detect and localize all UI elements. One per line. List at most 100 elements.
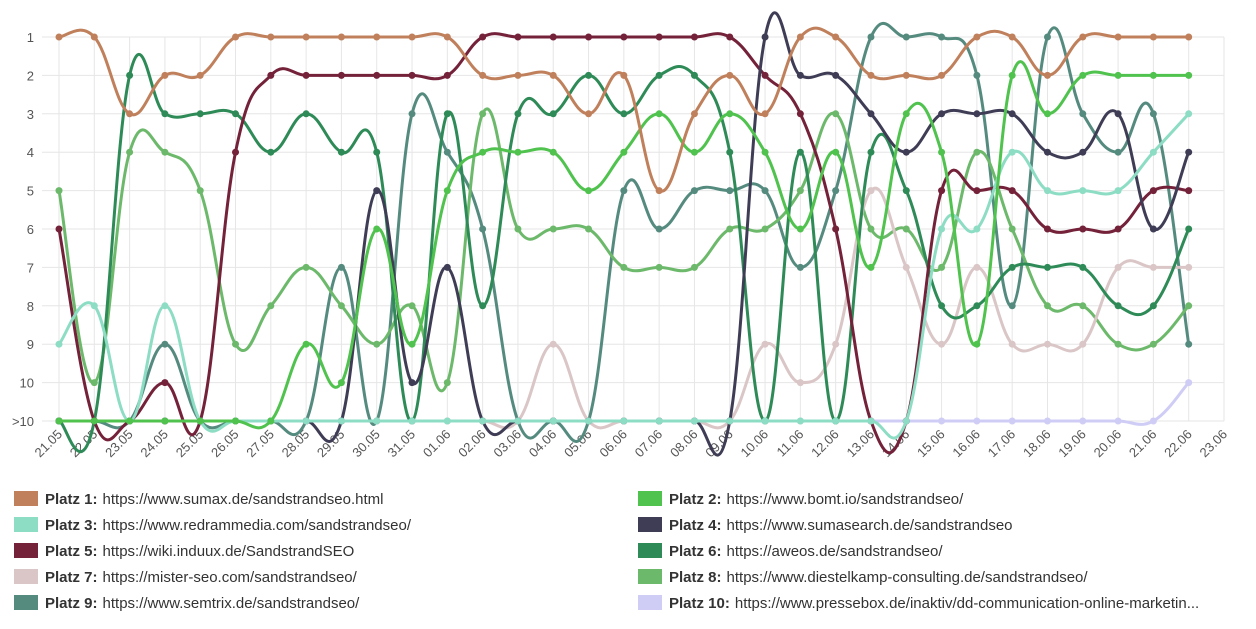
data-point [373,148,381,156]
data-point [196,417,204,425]
legend-name: Platz 7: [45,569,98,586]
data-point [514,225,522,233]
legend-url: https://www.bomt.io/sandstrandseo/ [727,491,965,508]
legend-name: Platz 6: [669,543,722,560]
x-tick-label: 01.06 [420,427,454,461]
data-point [832,110,840,118]
x-tick-label: 21.05 [32,427,66,461]
data-point [1079,71,1087,79]
data-point [1185,110,1193,118]
data-point [620,148,628,156]
data-point [973,110,981,118]
data-point [1149,148,1157,156]
y-tick-label: 3 [27,107,34,122]
data-point [1114,71,1122,79]
data-point [337,417,345,425]
data-point [938,187,946,195]
data-point [902,110,910,118]
legend-swatch [14,569,38,584]
data-point [196,71,204,79]
data-point [443,417,451,425]
data-point [761,187,769,195]
data-point [796,110,804,118]
y-tick-label: 1 [27,30,34,45]
data-point [796,263,804,271]
data-point [585,71,593,79]
y-tick-label: 8 [27,299,34,314]
data-point [55,33,63,41]
data-point [1149,110,1157,118]
data-point [1079,33,1087,41]
data-point [161,302,169,310]
data-point [443,148,451,156]
data-point [1114,417,1122,425]
data-point [867,148,875,156]
data-point [479,417,487,425]
y-tick-label: 10 [20,376,34,391]
data-point [373,33,381,41]
data-point [1149,263,1157,271]
data-point [761,71,769,79]
data-point [549,33,557,41]
legend-entry: Platz 2: https://www.bomt.io/sandstrandse… [669,491,964,508]
data-point [902,263,910,271]
data-point [1114,302,1122,310]
data-point [796,187,804,195]
legend-entry: Platz 9: https://www.semtrix.de/sandstran… [45,595,360,612]
legend-url: https://aweos.de/sandstrandseo/ [727,543,944,560]
data-point [479,110,487,118]
data-point [161,110,169,118]
data-point [267,33,275,41]
data-point [796,71,804,79]
data-point [690,33,698,41]
data-point [902,187,910,195]
x-tick-label: 16.06 [949,427,983,461]
data-point [1079,302,1087,310]
legend-url: https://www.redrammedia.com/sandstrandse… [103,517,412,534]
data-point [655,417,663,425]
x-tick-label: 30.05 [349,427,383,461]
data-point [267,148,275,156]
data-point [126,110,134,118]
data-point [549,110,557,118]
data-point [938,225,946,233]
x-tick-label: 12.06 [808,427,842,461]
legend-name: Platz 8: [669,569,722,586]
data-point [373,417,381,425]
data-point [832,225,840,233]
data-point [655,33,663,41]
data-point [232,148,240,156]
data-point [902,71,910,79]
data-point [1008,417,1016,425]
data-point [161,340,169,348]
data-point [479,225,487,233]
legend-swatch [638,595,662,610]
x-tick-label: 28.05 [279,427,313,461]
data-point [867,187,875,195]
legend-name: Platz 1: [45,491,98,508]
data-point [55,340,63,348]
data-point [796,417,804,425]
data-point [514,33,522,41]
data-point [1114,225,1122,233]
x-tick-label: 13.06 [843,427,877,461]
data-point [1149,71,1157,79]
data-point [655,263,663,271]
data-point [1008,340,1016,348]
data-point [796,148,804,156]
data-point [549,417,557,425]
data-point [726,110,734,118]
data-point [761,417,769,425]
data-point [1185,187,1193,195]
data-point [443,263,451,271]
data-point [1008,302,1016,310]
data-point [796,33,804,41]
data-point [973,417,981,425]
x-tick-label: 21.06 [1126,427,1160,461]
data-point [1008,148,1016,156]
data-point [726,33,734,41]
data-point [1185,302,1193,310]
legend-entry: Platz 6: https://aweos.de/sandstrandseo/ [669,543,943,560]
data-point [337,263,345,271]
data-point [655,110,663,118]
